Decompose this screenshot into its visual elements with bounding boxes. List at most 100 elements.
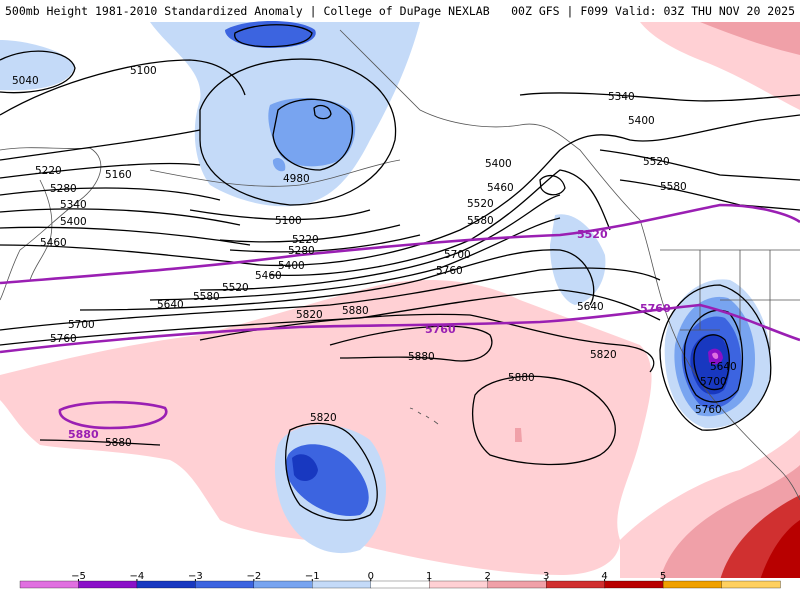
contour-5040 bbox=[0, 50, 76, 94]
contour-gulf-ring bbox=[539, 174, 566, 196]
colorbar-tick-label: −5 bbox=[71, 571, 86, 582]
contour-5400 bbox=[0, 226, 251, 246]
contour-5220-b bbox=[219, 224, 401, 243]
height-label: 5700 bbox=[700, 376, 727, 388]
contour-5460 bbox=[0, 244, 261, 266]
height-label: 5880 bbox=[508, 372, 535, 384]
contour-california-outer bbox=[659, 284, 772, 431]
strong-positive-anomaly-northeast bbox=[700, 22, 800, 55]
height-label: 5700 bbox=[444, 249, 471, 261]
colorbar-tick-label: 5 bbox=[660, 571, 666, 582]
colorbar-segment bbox=[487, 580, 547, 589]
height-label: 5580 bbox=[193, 291, 220, 303]
height-label: 5640 bbox=[157, 299, 184, 311]
small-positive-spot bbox=[515, 428, 522, 442]
purple-line-5760 bbox=[0, 303, 800, 354]
height-label: 5820 bbox=[310, 412, 337, 424]
colorbar-segment bbox=[604, 580, 664, 589]
contour-5280-b bbox=[229, 234, 421, 253]
height-label: 5520 bbox=[222, 282, 249, 294]
height-label: 5880 bbox=[105, 437, 132, 449]
colorbar-segment bbox=[78, 580, 138, 589]
coastline-aleutians bbox=[149, 159, 401, 187]
climatology-labels: 5520 5760 5760 5880 bbox=[68, 228, 671, 441]
colorbar-tick-label: 2 bbox=[485, 571, 491, 582]
height-label: 5460 bbox=[255, 270, 282, 282]
height-label: 5160 bbox=[105, 169, 132, 181]
climatology-label: 5760 bbox=[640, 302, 671, 315]
height-label: 4980 bbox=[283, 173, 310, 185]
colorbar-segment bbox=[253, 580, 313, 589]
map-panel: 5040 5100 5160 5220 5280 5340 5400 5460 … bbox=[0, 21, 800, 580]
colorbar-segment bbox=[662, 580, 723, 589]
contour-5820-south bbox=[285, 422, 378, 521]
climatology-lines bbox=[0, 203, 800, 430]
climatology-label: 5760 bbox=[425, 323, 456, 336]
height-label: 5580 bbox=[660, 181, 687, 193]
contour-5760 bbox=[0, 289, 661, 346]
contour-5640 bbox=[79, 249, 595, 311]
height-label: 5460 bbox=[40, 237, 67, 249]
contour-5340-ne bbox=[519, 92, 800, 102]
coastlines bbox=[0, 29, 800, 501]
height-label: 5280 bbox=[288, 245, 315, 257]
height-label: 5760 bbox=[436, 265, 463, 277]
contour-5580 bbox=[149, 217, 561, 301]
height-label: 5400 bbox=[628, 115, 655, 127]
contour-5100 bbox=[0, 59, 246, 116]
height-label: 5400 bbox=[60, 216, 87, 228]
contour-5820 bbox=[199, 313, 655, 373]
height-label: 5340 bbox=[60, 199, 87, 211]
header-bar bbox=[0, 0, 800, 22]
contour-small-low bbox=[313, 104, 332, 120]
height-label: 5520 bbox=[643, 156, 670, 168]
colorbar-tick-label: −4 bbox=[130, 571, 145, 582]
contour-labels: 5040 5100 5160 5220 5280 5340 5400 5460 … bbox=[12, 65, 737, 449]
height-label: 5340 bbox=[608, 91, 635, 103]
height-label: 5460 bbox=[487, 182, 514, 194]
colorbar-tick-label: 1 bbox=[426, 571, 432, 582]
height-label: 5220 bbox=[35, 165, 62, 177]
contour-5580-ne bbox=[619, 179, 800, 211]
coastline-alaska bbox=[339, 29, 641, 221]
contour-5340 bbox=[0, 208, 241, 226]
small-negative-spot bbox=[272, 158, 286, 172]
height-label: 5580 bbox=[467, 215, 494, 227]
height-label: 5220 bbox=[292, 234, 319, 246]
height-label: 5640 bbox=[710, 361, 737, 373]
height-label: 5100 bbox=[130, 65, 157, 77]
purple-line-5880 bbox=[58, 400, 168, 430]
run-info: 00Z GFS | F099 Valid: 03Z THU NOV 20 202… bbox=[511, 4, 795, 18]
contour-5520-ne bbox=[599, 149, 800, 181]
purple-line-5520 bbox=[0, 203, 800, 285]
height-label: 5100 bbox=[275, 215, 302, 227]
contour-5160 bbox=[0, 129, 201, 161]
colorbar-segment bbox=[19, 580, 80, 589]
contour-california-5640 bbox=[683, 309, 744, 403]
colorbar-segment bbox=[136, 580, 197, 589]
colorbar-tick-label: 3 bbox=[543, 571, 549, 582]
height-label: 5880 bbox=[342, 305, 369, 317]
contour-5880-west bbox=[39, 439, 161, 446]
colorbar-tick-label: 0 bbox=[368, 571, 374, 582]
coastline-asia bbox=[0, 147, 102, 301]
colorbar-tick-label: −1 bbox=[305, 571, 320, 582]
anomaly-colorbar: −5 −4 −3 −2 −1 0 1 2 3 4 5 bbox=[0, 571, 800, 600]
peak-negative-anomaly-california bbox=[712, 352, 719, 359]
coastline-west-coast bbox=[639, 219, 800, 501]
contour-5460-b bbox=[269, 169, 611, 277]
colorbar-segment bbox=[429, 580, 489, 589]
extreme-positive-anomaly-southeast bbox=[760, 520, 800, 580]
height-contours bbox=[0, 24, 800, 521]
contour-north-low bbox=[234, 24, 313, 48]
strong-negative-anomaly-south-pacific bbox=[292, 454, 318, 482]
contour-5220 bbox=[0, 162, 201, 179]
height-label: 5700 bbox=[68, 319, 95, 331]
positive-anomaly-northeast bbox=[640, 22, 800, 110]
colorbar-segment bbox=[546, 580, 606, 589]
climatology-label: 5520 bbox=[577, 228, 608, 241]
colorbar-tick-label: −2 bbox=[246, 571, 261, 582]
contour-5100-b bbox=[189, 209, 371, 221]
height-label: 5640 bbox=[577, 301, 604, 313]
height-label: 5400 bbox=[485, 158, 512, 170]
